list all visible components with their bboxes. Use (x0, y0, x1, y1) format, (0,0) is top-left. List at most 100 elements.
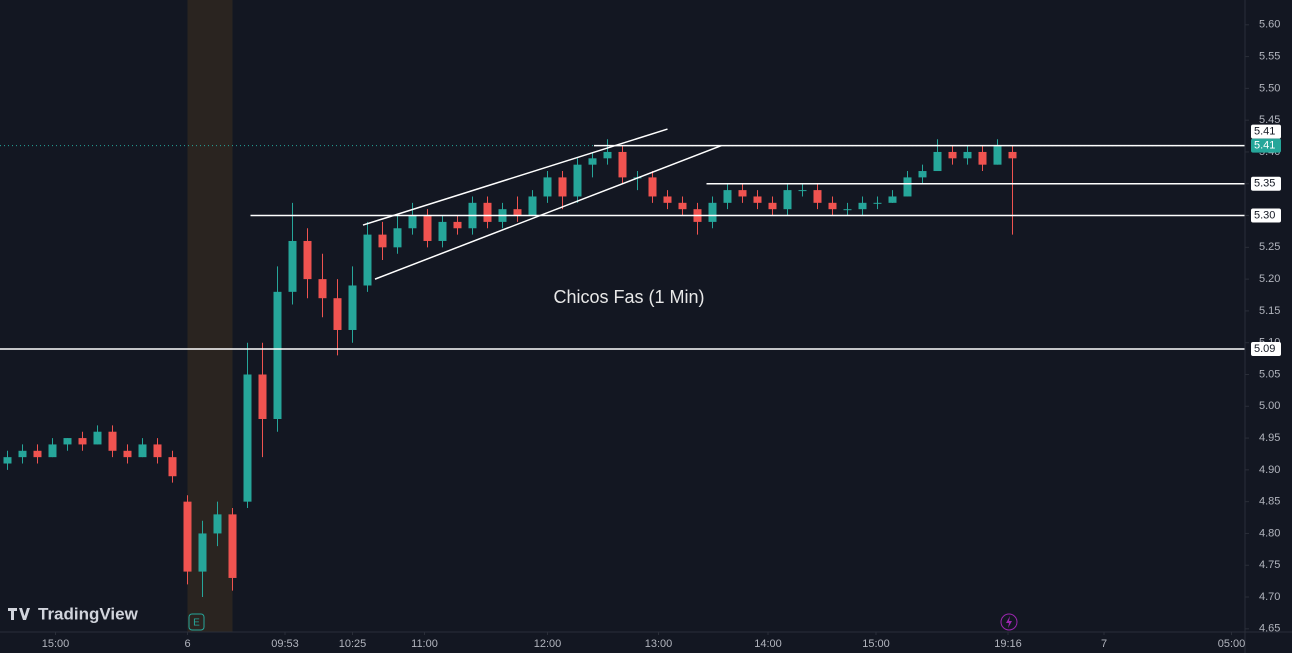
x-tick-label: 19:16 (994, 638, 1022, 650)
trend-line (362, 128, 668, 226)
candle-body (378, 234, 387, 248)
candle-body (978, 151, 987, 165)
candle-body (393, 228, 402, 248)
event-bolt (1006, 616, 1012, 628)
candle-body (963, 151, 972, 159)
candle-body (483, 202, 492, 222)
x-tick-label: 15:00 (862, 638, 890, 650)
candle-body (348, 285, 357, 330)
candle-body (3, 457, 12, 464)
y-tick-label: 5.20 (1259, 273, 1280, 285)
candle-body (1008, 151, 1017, 159)
x-tick-label: 09:53 (271, 638, 299, 650)
candle-body (738, 190, 747, 197)
y-tick-label: 4.90 (1259, 464, 1280, 476)
candle-body (243, 374, 252, 502)
y-tick-label: 5.05 (1259, 368, 1280, 380)
y-tick-label: 4.95 (1259, 432, 1280, 444)
x-tick-label: 6 (184, 638, 190, 650)
candle-body (363, 234, 372, 286)
candle-body (888, 196, 897, 203)
candle-body (858, 202, 867, 210)
candle-body (648, 177, 657, 197)
candle-body (93, 431, 102, 445)
level-tag-label: 5.41 (1254, 126, 1275, 138)
candle-body (678, 202, 687, 210)
x-tick-label: 15:00 (42, 638, 70, 650)
y-tick-label: 5.00 (1259, 400, 1280, 412)
level-tag-label: 5.35 (1254, 178, 1275, 190)
level-tag (1251, 176, 1281, 191)
y-tick-label: 5.45 (1259, 114, 1280, 126)
candle-body (723, 190, 732, 203)
candle-body (813, 190, 822, 203)
candle-body (753, 196, 762, 203)
candle-body (48, 444, 57, 458)
candle-body (78, 438, 87, 445)
candle-body (183, 501, 192, 572)
x-tick-label: 10:25 (339, 638, 367, 650)
candle-body (903, 177, 912, 197)
candle-body (708, 202, 717, 222)
candle-body (63, 438, 72, 445)
y-tick-label: 4.85 (1259, 496, 1280, 508)
candle-body (573, 164, 582, 197)
candle-body (18, 450, 27, 458)
y-tick-label: 5.50 (1259, 82, 1280, 94)
candle-body (453, 221, 462, 229)
x-tick-label: 11:00 (411, 638, 438, 650)
candle-body (918, 171, 927, 178)
candle-body (228, 514, 237, 578)
candle-body (933, 151, 942, 172)
brand: TradingView (38, 604, 139, 623)
candle-body (603, 151, 612, 159)
candle-body (138, 444, 147, 458)
candle-body (783, 190, 792, 210)
candle-body (588, 158, 597, 165)
candle-body (258, 374, 267, 420)
earnings-icon (188, 613, 205, 631)
y-tick-label: 5.60 (1259, 19, 1280, 31)
candle-body (618, 151, 627, 178)
x-tick-label: 14:00 (754, 638, 782, 650)
candle-body (438, 221, 447, 241)
candle-body (798, 190, 807, 192)
x-tick-label: 7 (1101, 638, 1107, 650)
candle-body (993, 145, 1002, 165)
candle-body (168, 457, 177, 477)
candle-body (333, 298, 342, 330)
last-price-label: 5.41 (1254, 140, 1275, 152)
candle-body (768, 202, 777, 210)
earnings-marker: E (193, 618, 200, 629)
x-tick-label: 12:00 (534, 638, 562, 650)
y-tick-label: 5.55 (1259, 50, 1280, 62)
y-tick-label: 5.15 (1259, 305, 1280, 317)
candle-body (948, 151, 957, 159)
trend-line (374, 144, 722, 280)
candle-body (33, 450, 42, 458)
x-tick-label: 05:00 (1218, 638, 1246, 650)
y-tick-label: 4.70 (1259, 591, 1280, 603)
candle-body (198, 533, 207, 572)
x-tick-label: 13:00 (645, 638, 673, 650)
level-tag (1251, 208, 1281, 223)
level-tag-label: 5.30 (1254, 209, 1275, 221)
y-tick-label: 4.75 (1259, 559, 1280, 571)
candle-body (663, 196, 672, 203)
session-shade (187, 0, 233, 632)
level-tag (1251, 124, 1281, 139)
candle-body (123, 450, 132, 458)
last-price-tag (1251, 138, 1281, 153)
y-tick-label: 4.65 (1259, 623, 1280, 635)
candle-body (288, 240, 297, 292)
y-tick-label: 5.25 (1259, 241, 1280, 253)
candle-body (558, 177, 567, 197)
candle-body (423, 215, 432, 241)
candle-body (408, 215, 417, 229)
candle-body (843, 209, 852, 211)
event-icon (1000, 613, 1018, 631)
level-tag-label: 5.09 (1254, 343, 1275, 355)
plot (0, 0, 1245, 632)
